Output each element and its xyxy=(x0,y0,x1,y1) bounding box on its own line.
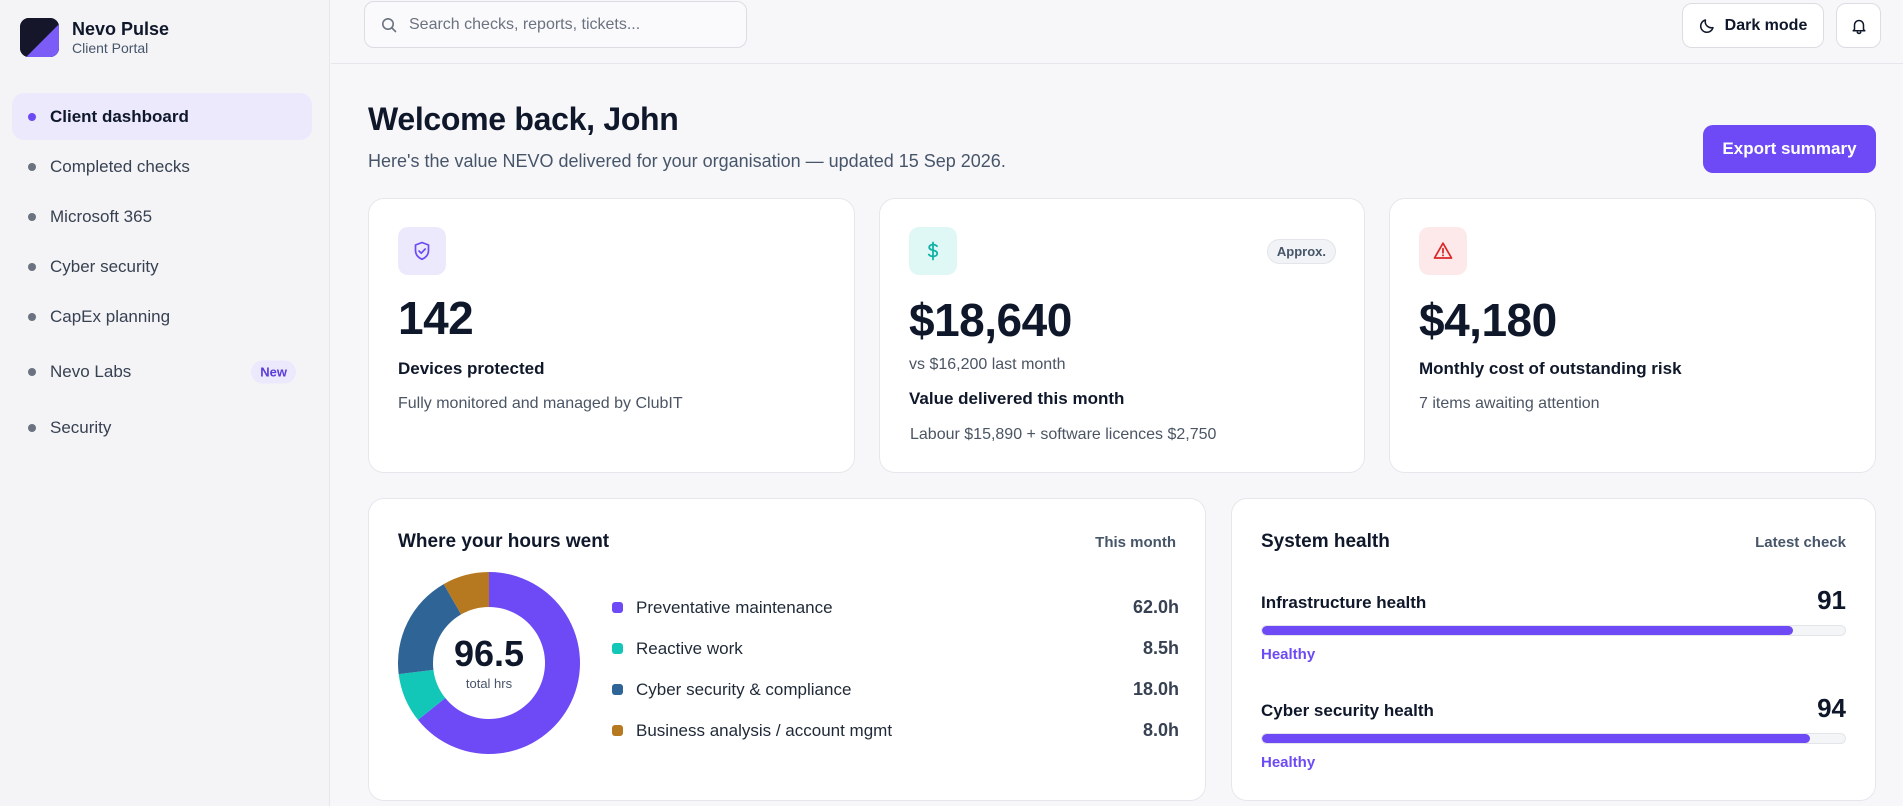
sidebar-item-label: CapEx planning xyxy=(50,306,171,326)
value-card: Approx. $18,640 vs $16,200 last month Va… xyxy=(879,198,1365,473)
risk-note: 7 items awaiting attention xyxy=(1419,395,1600,412)
health-title: System health xyxy=(1261,531,1390,552)
sidebar: Nevo Pulse Client Portal Client dashboar… xyxy=(0,0,330,806)
health-card: System health Latest check Infrastructur… xyxy=(1231,498,1876,801)
warning-icon xyxy=(1419,227,1467,275)
bullet-icon xyxy=(28,312,36,321)
health-status: Healthy xyxy=(1261,754,1316,771)
hours-legend: Preventative maintenance 62.0h Reactive … xyxy=(612,587,1179,751)
legend-label: Preventative maintenance xyxy=(636,597,833,617)
hours-card: Where your hours went This month 96.5 to… xyxy=(368,498,1206,801)
sidebar-item-label: Completed checks xyxy=(50,156,190,176)
dollar-icon xyxy=(909,227,957,275)
page-subtitle: Here's the value NEVO delivered for your… xyxy=(368,151,1006,171)
sidebar-item-completed-checks[interactable]: Completed checks xyxy=(12,143,312,190)
brand[interactable]: Nevo Pulse Client Portal xyxy=(20,18,169,57)
health-name: Infrastructure health xyxy=(1261,593,1427,612)
brand-subtitle: Client Portal xyxy=(72,40,149,56)
hours-period: This month xyxy=(1095,534,1176,551)
donut-center: 96.5 total hrs xyxy=(398,572,580,754)
dark-mode-label: Dark mode xyxy=(1724,16,1808,34)
sidebar-item-label: Microsoft 365 xyxy=(50,206,153,226)
legend-swatch xyxy=(612,725,623,736)
devices-label: Devices protected xyxy=(398,359,545,378)
moon-icon xyxy=(1699,19,1714,34)
sidebar-item-nevo-labs[interactable]: Nevo Labs New xyxy=(12,343,312,401)
page-title: Welcome back, John xyxy=(368,101,679,137)
sidebar-item-cyber-security[interactable]: Cyber security xyxy=(12,243,312,290)
legend-label: Reactive work xyxy=(636,638,743,658)
search-input[interactable] xyxy=(409,15,729,34)
new-badge: New xyxy=(251,360,296,384)
bullet-icon xyxy=(28,423,36,432)
sidebar-item-client-dashboard[interactable]: Client dashboard xyxy=(12,93,312,140)
legend-swatch xyxy=(612,602,623,613)
brand-name: Nevo Pulse xyxy=(72,19,170,39)
legend-item: Reactive work 8.5h xyxy=(612,628,1179,669)
health-status: Healthy xyxy=(1261,646,1316,663)
health-bar xyxy=(1261,625,1846,636)
health-score: 94 xyxy=(1817,693,1846,723)
hours-title: Where your hours went xyxy=(398,531,610,552)
donut-slice xyxy=(398,669,446,720)
sidebar-item-label: Security xyxy=(50,417,112,437)
legend-item: Cyber security & compliance 18.0h xyxy=(612,669,1179,710)
health-bar-fill xyxy=(1262,734,1811,743)
search-icon xyxy=(382,17,397,32)
hours-donut-chart xyxy=(398,572,580,754)
legend-value: 8.0h xyxy=(1142,720,1179,740)
donut-slice xyxy=(417,572,580,754)
health-score: 91 xyxy=(1817,585,1846,615)
legend-swatch xyxy=(612,643,623,654)
legend-item: Preventative maintenance 62.0h xyxy=(612,587,1179,628)
value-label: Value delivered this month xyxy=(909,389,1125,408)
export-summary-button[interactable]: Export summary xyxy=(1703,125,1876,173)
legend-item: Business analysis / account mgmt 8.0h xyxy=(612,710,1179,751)
notifications-button[interactable] xyxy=(1836,3,1881,48)
sidebar-nav: Client dashboard Completed checks Micros… xyxy=(12,93,312,454)
sidebar-item-microsoft-365[interactable]: Microsoft 365 xyxy=(12,193,312,240)
risk-label: Monthly cost of outstanding risk xyxy=(1419,359,1682,378)
sidebar-item-security[interactable]: Security xyxy=(12,404,312,451)
bullet-icon xyxy=(28,262,36,271)
bell-icon xyxy=(1851,19,1866,34)
value-comparison: vs $16,200 last month xyxy=(909,356,1066,373)
legend-label: Cyber security & compliance xyxy=(636,679,852,699)
legend-value: 18.0h xyxy=(1132,679,1179,699)
legend-value: 8.5h xyxy=(1142,638,1179,658)
sidebar-item-label: Cyber security xyxy=(50,256,159,276)
donut-slice xyxy=(443,572,489,615)
sidebar-item-label: Nevo Labs xyxy=(50,362,132,381)
approx-badge: Approx. xyxy=(1266,239,1336,264)
value-amount: $18,640 xyxy=(909,294,1072,346)
total-hours-unit: total hrs xyxy=(465,675,513,691)
topbar: Dark mode xyxy=(331,0,1903,64)
sidebar-item-label: Client dashboard xyxy=(50,106,189,126)
bullet-icon xyxy=(28,112,36,121)
devices-card: 142 Devices protected Fully monitored an… xyxy=(368,198,855,473)
shield-icon xyxy=(398,227,446,275)
legend-value: 62.0h xyxy=(1132,597,1179,617)
donut-slice xyxy=(398,584,462,675)
bullet-icon xyxy=(28,368,36,376)
legend-swatch xyxy=(612,684,623,695)
total-hours-value: 96.5 xyxy=(453,632,525,674)
health-bar xyxy=(1261,733,1846,744)
risk-card: $4,180 Monthly cost of outstanding risk … xyxy=(1389,198,1876,473)
bullet-icon xyxy=(28,162,36,171)
bullet-icon xyxy=(28,212,36,221)
value-breakdown: Labour $15,890 + software licences $2,75… xyxy=(910,426,1217,443)
search-box[interactable] xyxy=(364,1,747,48)
legend-label: Business analysis / account mgmt xyxy=(636,720,893,740)
health-bar-fill xyxy=(1262,626,1793,635)
dark-mode-button[interactable]: Dark mode xyxy=(1682,3,1824,48)
sidebar-item-capex-planning[interactable]: CapEx planning xyxy=(12,293,312,340)
brand-logo xyxy=(20,18,59,57)
devices-note: Fully monitored and managed by ClubIT xyxy=(398,395,683,412)
devices-value: 142 xyxy=(398,292,474,344)
health-meta: Latest check xyxy=(1755,534,1846,551)
risk-value: $4,180 xyxy=(1419,294,1557,346)
health-name: Cyber security health xyxy=(1261,701,1434,720)
